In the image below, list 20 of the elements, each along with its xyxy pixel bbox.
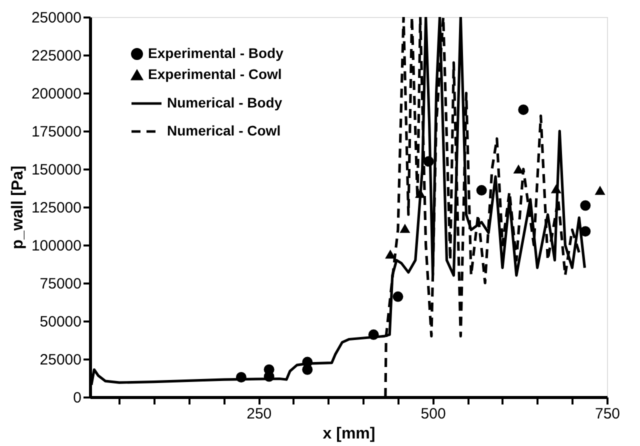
y-tick-label: 250000: [31, 10, 82, 26]
y-tick-label: 150000: [31, 162, 82, 178]
y-axis-title: p_wall [Pa]: [9, 166, 26, 250]
legend-label: Experimental - Cowl: [148, 66, 282, 82]
y-tick-label: 175000: [31, 124, 82, 140]
y-tick-label: 25000: [40, 352, 82, 368]
y-tick-label: 50000: [40, 314, 82, 330]
y-tick-label: 225000: [31, 48, 82, 64]
y-tick-label: 100000: [31, 238, 82, 254]
y-tick-label: 200000: [31, 86, 82, 102]
legend-label: Experimental - Body: [148, 45, 284, 61]
x-tick-label: 250: [246, 406, 272, 422]
x-axis-title: x [mm]: [322, 426, 376, 442]
x-tick-label: 500: [420, 406, 446, 422]
legend-label: Numerical - Cowl: [167, 122, 281, 138]
y-tick-label: 0: [73, 390, 82, 406]
y-tick-label: 125000: [31, 200, 82, 216]
legend-label: Numerical - Body: [167, 94, 282, 110]
y-tick-label: 75000: [40, 276, 82, 292]
x-tick-label: 750: [594, 406, 620, 422]
